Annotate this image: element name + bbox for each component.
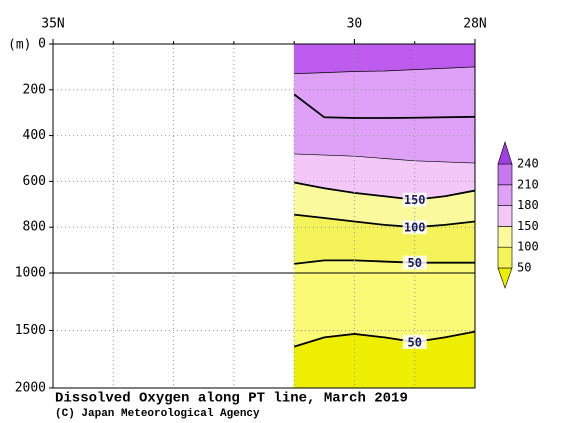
colorbar-high [497,141,513,165]
y-tick-label: 200 [23,82,46,97]
contour-line [293,330,476,348]
y-tick-label: 2000 [15,381,46,396]
contour-line [294,259,475,265]
colorbar-label: 240 [517,157,539,171]
y-tick-label: 0 [38,37,46,52]
contour-label-bg [402,192,427,207]
contour-label-bg [402,255,427,270]
colorbar-cell [497,163,513,186]
colorbar-cell [497,226,513,248]
contour-line [293,93,476,119]
band [293,331,476,389]
colorbar-label: 50 [517,261,531,275]
contour-label-bg [402,335,427,349]
y-tick-label: 1000 [15,266,46,281]
contour-label: 50 [407,336,421,350]
band [293,66,476,119]
y-axis-label: (m) [8,38,31,53]
colorbar-low [497,267,513,289]
y-tick-label: 800 [23,220,46,235]
contour-line [294,66,476,75]
y-tick-label: 1500 [15,323,46,338]
contour-line [293,181,476,201]
colorbar-cell [497,205,513,227]
credit: (C) Japan Meteorological Agency [55,408,260,420]
y-tick-label: 600 [23,174,46,189]
x-tick-label: 28N [463,17,486,32]
colorbar-label: 210 [517,177,539,191]
x-tick-label: 35N [41,17,64,32]
colorbar-label: 180 [517,198,539,212]
y-tick-label: 400 [23,128,46,143]
colorbar-label: 150 [517,219,539,233]
contour-label: 50 [407,256,421,270]
chart-title: Dissolved Oxygen along PT line, March 20… [55,391,408,407]
contour-label-bg [402,220,427,235]
contour-label: 100 [404,221,426,235]
plot-frame [52,43,476,389]
colorbar-label: 100 [517,240,539,254]
contour-line [294,213,476,229]
colorbar-cell [497,246,513,269]
colorbar-cell [497,184,513,206]
x-tick-label: 30 [347,17,363,32]
contour-line [294,153,476,164]
